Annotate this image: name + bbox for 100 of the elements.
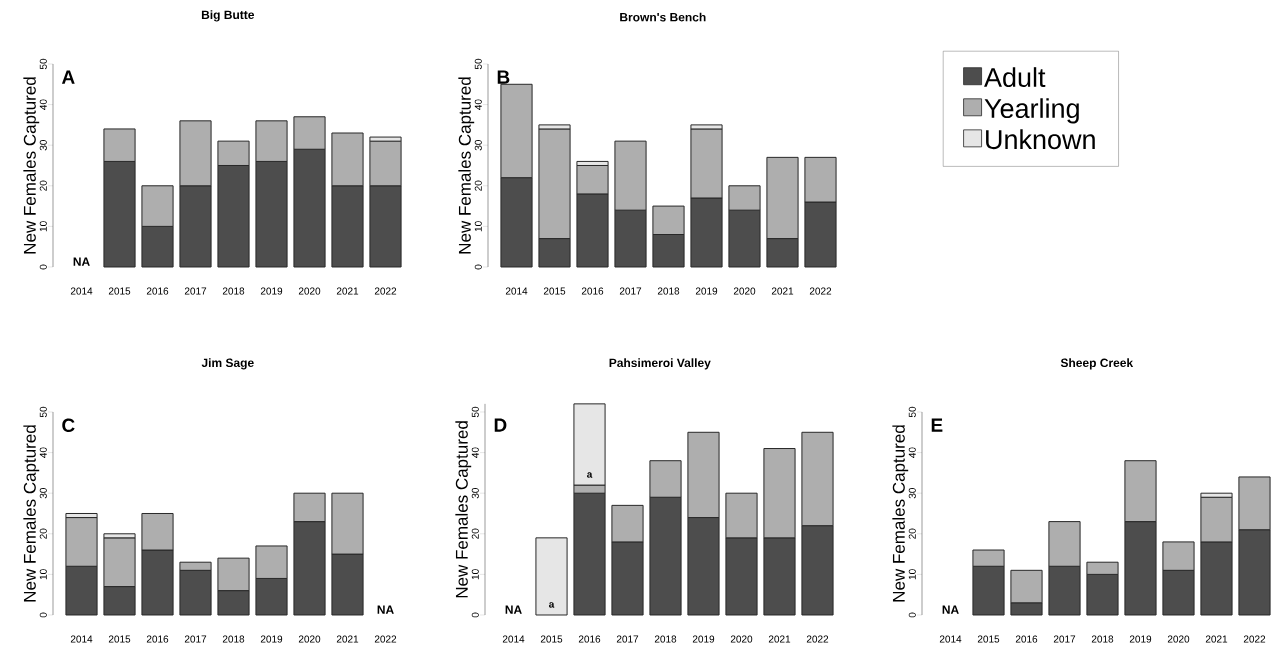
y-tick-label: 40: [39, 447, 47, 458]
y-tick-label: 50: [474, 58, 482, 70]
annotation: a: [587, 472, 593, 478]
legend-label: Yearling: [984, 98, 1079, 124]
x-tick-label: 2017: [619, 287, 642, 295]
y-axis-title: New Females Captured: [892, 425, 909, 602]
x-tick-label: 2021: [1205, 635, 1228, 643]
legend-label: Adult: [984, 67, 1046, 88]
x-tick-label: 2022: [1243, 635, 1266, 643]
y-tick-label: 20: [39, 528, 47, 539]
x-tick-label: 2021: [336, 635, 359, 643]
y-tick-label: 30: [474, 140, 482, 151]
annotation: NA: [942, 605, 959, 614]
x-tick-label: 2018: [222, 287, 245, 295]
x-tick-label: 2022: [374, 287, 397, 295]
y-tick-label: 20: [908, 528, 916, 539]
x-tick-label: 2019: [692, 635, 715, 643]
x-tick-label: 2019: [695, 287, 718, 295]
x-tick-label: 2016: [146, 287, 169, 295]
y-tick-label: 40: [908, 447, 916, 458]
x-tick-label: 2018: [654, 635, 677, 643]
x-tick-label: 2019: [1129, 635, 1152, 643]
x-tick-label: 2021: [336, 287, 359, 295]
annotation: NA: [505, 605, 522, 614]
y-tick-label: 30: [39, 488, 47, 499]
x-tick-label: 2016: [581, 287, 604, 295]
x-tick-label: 2020: [733, 287, 756, 295]
y-tick-label: 20: [39, 180, 47, 191]
y-tick-label: 0: [39, 612, 47, 618]
y-tick-label: 10: [39, 221, 47, 232]
x-tick-label: 2014: [502, 635, 525, 643]
chart-title: Big Butte: [201, 10, 255, 22]
x-tick-label: 2014: [505, 287, 528, 295]
x-tick-label: 2018: [657, 287, 680, 295]
y-axis-title: New Females Captured: [23, 425, 40, 602]
x-tick-label: 2014: [70, 287, 93, 295]
x-tick-label: 2017: [184, 287, 207, 295]
chart-title: Sheep Creek: [1060, 358, 1134, 370]
annotation: D: [494, 418, 507, 432]
y-tick-label: 50: [39, 58, 47, 70]
y-tick-label: 10: [471, 569, 479, 580]
y-axis-title: New Females Captured: [23, 77, 40, 254]
x-tick-label: 2014: [70, 635, 93, 643]
x-tick-label: 2017: [1053, 635, 1076, 643]
y-tick-label: 20: [471, 528, 479, 539]
y-tick-label: 30: [39, 140, 47, 151]
annotation: NA: [377, 605, 394, 614]
y-tick-label: 0: [908, 612, 916, 618]
y-tick-label: 30: [471, 488, 479, 499]
x-tick-label: 2020: [298, 287, 321, 295]
annotation: E: [931, 418, 943, 432]
y-tick-label: 10: [39, 569, 47, 580]
x-tick-label: 2019: [260, 287, 283, 295]
y-tick-label: 10: [474, 221, 482, 232]
y-tick-label: 50: [471, 406, 479, 418]
y-axis-title: New Females Captured: [455, 421, 472, 598]
x-tick-label: 2022: [374, 635, 397, 643]
x-tick-label: 2018: [1091, 635, 1114, 643]
x-tick-label: 2021: [771, 287, 794, 295]
x-tick-label: 2020: [298, 635, 321, 643]
x-tick-label: 2018: [222, 635, 245, 643]
x-tick-label: 2017: [184, 635, 207, 643]
x-tick-label: 2015: [977, 635, 1000, 643]
x-tick-label: 2015: [108, 635, 131, 643]
y-tick-label: 0: [39, 264, 47, 270]
y-tick-label: 40: [474, 99, 482, 110]
x-tick-label: 2020: [1167, 635, 1190, 643]
x-tick-label: 2019: [260, 635, 283, 643]
bar: [535, 537, 568, 616]
y-axis-title: New Females Captured: [458, 77, 475, 254]
x-tick-label: 2015: [543, 287, 566, 295]
y-tick-label: 40: [471, 447, 479, 458]
x-tick-label: 2014: [939, 635, 962, 643]
annotation: A: [61, 70, 75, 84]
y-tick-label: 0: [474, 264, 482, 270]
y-tick-label: 0: [471, 612, 479, 618]
legend-label: Unknown: [986, 129, 1095, 150]
x-tick-label: 2020: [730, 635, 753, 643]
y-tick-label: 50: [39, 406, 47, 418]
chart-title: Jim Sage: [201, 358, 254, 370]
x-tick-label: 2021: [768, 635, 791, 643]
chart-title: Brown's Bench: [620, 12, 706, 22]
annotation: B: [497, 70, 510, 84]
x-tick-label: 2016: [1015, 635, 1038, 643]
chart-title: Pahsimeroi Valley: [609, 358, 711, 370]
x-tick-label: 2022: [809, 287, 832, 295]
annotation: a: [549, 602, 555, 608]
x-tick-label: 2016: [146, 635, 169, 643]
x-tick-label: 2015: [108, 287, 131, 295]
annotation: C: [62, 418, 75, 433]
y-tick-label: 30: [908, 488, 916, 499]
y-tick-label: 40: [39, 99, 47, 110]
y-tick-label: 50: [908, 406, 916, 418]
y-tick-label: 20: [474, 180, 482, 191]
x-tick-label: 2017: [616, 635, 639, 643]
annotation: NA: [73, 257, 90, 266]
y-tick-label: 10: [908, 569, 916, 580]
x-tick-label: 2016: [578, 635, 601, 643]
x-tick-label: 2022: [806, 635, 829, 643]
x-tick-label: 2015: [540, 635, 563, 643]
